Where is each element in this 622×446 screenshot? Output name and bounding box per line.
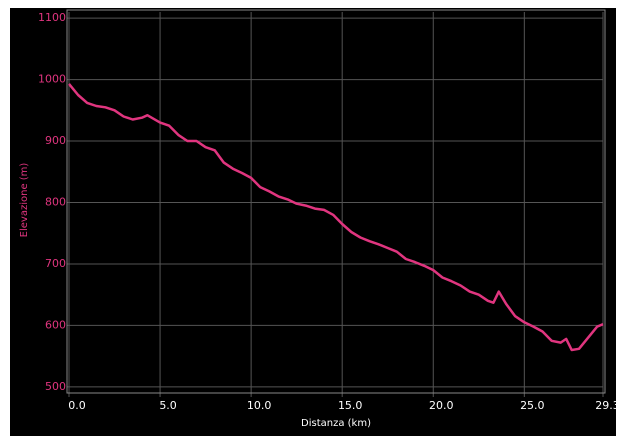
y-tick-label: 500 — [45, 380, 66, 393]
y-tick-label: 600 — [45, 318, 66, 331]
x-tick-label: 15.0 — [338, 399, 363, 412]
elevation-line — [68, 83, 604, 352]
x-tick-label: 29.32 — [595, 399, 622, 412]
x-tick-label: 10.0 — [247, 399, 272, 412]
y-axis-label: Elevazione (m) — [19, 163, 30, 238]
y-tick-label: 1000 — [38, 73, 66, 86]
x-tick-label: 25.0 — [520, 399, 545, 412]
x-axis-label: Distanza (km) — [301, 418, 371, 429]
y-tick-label: 700 — [45, 257, 66, 270]
y-tick-label: 800 — [45, 196, 66, 209]
plot-frame — [66, 9, 606, 394]
y-tick-label: 1100 — [38, 11, 66, 24]
x-tick-label: 0.0 — [68, 399, 86, 412]
x-tick-label: 5.0 — [159, 399, 177, 412]
x-tick-label: 20.0 — [429, 399, 454, 412]
y-tick-label: 900 — [45, 134, 66, 147]
chart-background — [10, 8, 616, 436]
